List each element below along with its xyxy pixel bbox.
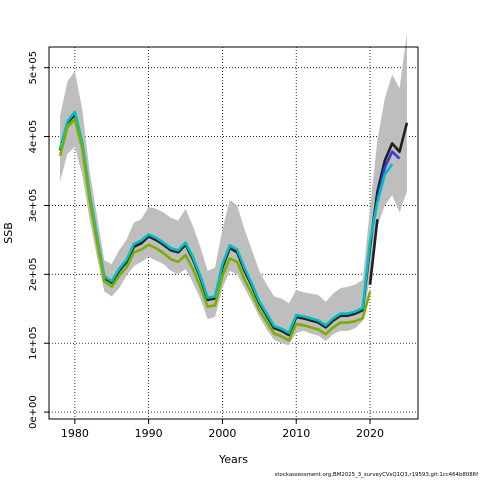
x-axis-label: Years [218,453,248,466]
x-tick-label-1: 1990 [135,427,163,440]
y-tick-label-3: 3e+05 [28,189,39,223]
y-tick-label-1: 1e+05 [28,326,39,360]
y-tick-label-5: 5e+05 [28,51,39,85]
confidence-band [60,33,407,346]
series-line-3 [58,118,372,342]
x-tick-label-3: 2010 [282,427,310,440]
x-axis: 1980 1990 2000 2010 2020 [61,419,384,440]
x-tick-label-2: 2000 [208,427,236,440]
y-tick-label-2: 2e+05 [28,258,39,292]
source-footer: stockassessment.org,BM2025_3_surveyCVsQ1… [275,472,478,478]
y-tick-label-4: 4e+05 [28,120,39,154]
y-axis: 0e+00 1e+05 2e+05 3e+05 4e+05 5e+05 [28,51,49,429]
y-tick-label-0: 0e+00 [28,395,39,429]
series-line-2 [58,110,394,335]
y-axis-label: SSB [2,222,15,244]
series-line-1 [376,150,401,199]
series-lines [58,110,409,342]
plot-frame [48,46,419,420]
series-line-4 [368,219,379,285]
x-tick-label-0: 1980 [61,427,89,440]
band-area [60,33,407,346]
x-tick-label-4: 2020 [356,427,384,440]
